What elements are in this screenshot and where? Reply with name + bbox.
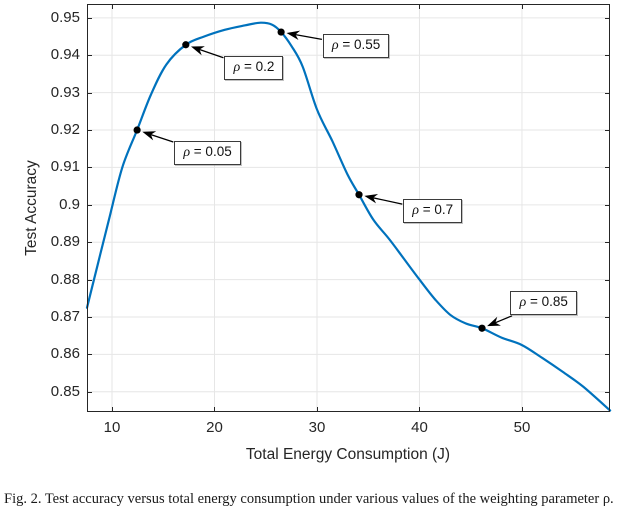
data-point-marker bbox=[355, 191, 363, 199]
y-tick-label: 0.86 bbox=[50, 345, 80, 363]
annotation-arrow-line bbox=[199, 48, 224, 59]
annotation-label: ρ = 0.2 bbox=[224, 56, 284, 81]
annotation-arrow-line bbox=[373, 197, 403, 205]
rho-value: = 0.55 bbox=[338, 36, 381, 52]
axis-box bbox=[87, 4, 610, 412]
y-tick-label: 0.85 bbox=[50, 382, 80, 400]
rho-symbol: ρ bbox=[519, 294, 527, 310]
annotation-label: ρ = 0.85 bbox=[510, 290, 577, 315]
x-tick-label: 30 bbox=[308, 419, 326, 436]
data-point-marker bbox=[133, 126, 141, 134]
line-series bbox=[85, 21, 612, 412]
data-point-marker bbox=[277, 28, 285, 36]
annotation-label: ρ = 0.55 bbox=[322, 33, 390, 58]
annotation-arrow-line bbox=[495, 315, 513, 324]
rho-symbol: ρ bbox=[233, 60, 241, 76]
plot-area bbox=[85, 4, 612, 412]
rho-value: = 0.2 bbox=[240, 59, 275, 75]
x-tick-label: 40 bbox=[411, 419, 428, 436]
annotation-arrow-line bbox=[150, 133, 174, 143]
annotation-arrowhead bbox=[190, 46, 205, 56]
y-tick-label: 0.9 bbox=[59, 195, 80, 213]
rho-symbol: ρ bbox=[331, 37, 339, 53]
grid-lines bbox=[87, 4, 610, 412]
annotation-arrowhead bbox=[142, 131, 157, 141]
annotation-label: ρ = 0.05 bbox=[174, 141, 241, 166]
x-axis-label: Total Energy Consumption (J) bbox=[245, 446, 451, 463]
x-tick-label: 20 bbox=[206, 419, 223, 436]
rho-value: = 0.7 bbox=[419, 201, 454, 217]
annotation-arrowhead bbox=[286, 30, 301, 41]
y-axis-label: Test Accuracy bbox=[23, 160, 40, 256]
y-tick-label: 0.94 bbox=[50, 46, 80, 64]
x-tick-label: 50 bbox=[513, 419, 531, 436]
annotation-arrows bbox=[142, 30, 513, 327]
annotation-arrow-line bbox=[295, 33, 323, 41]
y-tick-label: 0.88 bbox=[50, 270, 80, 288]
y-tick-label: 0.89 bbox=[50, 233, 80, 251]
y-tick-label: 0.92 bbox=[50, 121, 80, 139]
y-tick-label: 0.87 bbox=[50, 308, 80, 325]
annotation-arrowhead bbox=[364, 193, 379, 204]
annotation-label: ρ = 0.7 bbox=[403, 198, 463, 223]
rho-value: = 0.85 bbox=[526, 293, 568, 309]
rho-value: = 0.05 bbox=[190, 144, 232, 160]
rho-symbol: ρ bbox=[412, 202, 420, 218]
data-point-marker bbox=[478, 324, 486, 332]
data-point-marker bbox=[182, 41, 190, 49]
y-tick-label: 0.91 bbox=[50, 158, 80, 176]
data-point-markers bbox=[133, 28, 486, 332]
y-tick-label: 0.93 bbox=[50, 83, 80, 101]
annotation-arrowhead bbox=[487, 316, 501, 327]
rho-symbol: ρ bbox=[183, 145, 191, 161]
accuracy-curve bbox=[85, 21, 612, 412]
y-tick-label: 0.95 bbox=[50, 8, 80, 26]
axes-box bbox=[87, 4, 610, 412]
x-tick-label: 10 bbox=[103, 419, 121, 436]
